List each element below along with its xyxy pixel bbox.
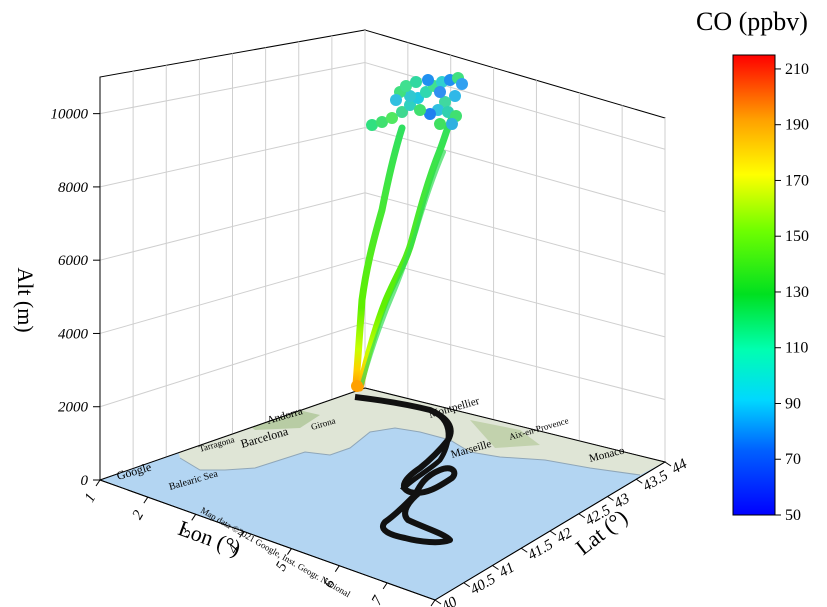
cruise-point: [390, 94, 402, 106]
coastline: [179, 427, 641, 476]
y-tick-label: 41: [497, 560, 518, 581]
descent-leg-b: [360, 150, 446, 386]
y-tick: [434, 599, 442, 605]
z-tick-label: 8000: [58, 180, 89, 196]
colorbar: CO (ppbv) 50 70 90 110 130 150 170 190 210: [696, 7, 809, 524]
y-tick: [520, 547, 528, 553]
cruise-point: [396, 106, 408, 118]
colorbar-tick-label: 90: [785, 395, 801, 412]
x-tick: [334, 565, 340, 572]
z-axis-title: Alt (m): [13, 267, 38, 332]
x-tick: [95, 479, 101, 487]
cruise-point: [400, 80, 412, 92]
y-tick: [463, 582, 471, 588]
z-axis: 0 2000 4000 6000 8000 10000: [51, 77, 101, 489]
cruise-point: [404, 90, 416, 102]
x-tick: [382, 582, 388, 590]
wall-gridline: [364, 192, 666, 275]
x-tick: [287, 548, 292, 555]
colorbar-ticks: 50 70 90 110 130 150 170 190 210: [775, 61, 809, 524]
z-tick-label: 4000: [58, 326, 89, 342]
wall-gridline: [364, 322, 666, 400]
colorbar-tick-label: 130: [785, 284, 809, 301]
y-tick-label: 44: [669, 456, 690, 478]
y-tick: [549, 530, 557, 536]
x-tick: [143, 496, 149, 504]
cruise-point: [449, 90, 461, 102]
colorbar-scale: [732, 54, 776, 516]
z-tick-label: 2000: [58, 400, 89, 416]
colorbar-tick-label: 190: [785, 117, 809, 134]
ground-track: [354, 394, 458, 546]
x-tick: [430, 599, 436, 607]
wall-gridline: [364, 127, 666, 213]
z-tick-label: 0: [81, 473, 89, 489]
colorbar-tick-label: 150: [785, 228, 809, 245]
x-tick-label: 7: [369, 592, 387, 607]
cruise-point: [410, 76, 422, 88]
colorbar-tick-label: 170: [785, 172, 809, 189]
z-tick-label: 10000: [51, 107, 89, 123]
cruise-point: [434, 118, 446, 130]
colorbar-tick-label: 110: [785, 340, 808, 357]
cruise-point: [434, 86, 446, 98]
colorbar-tick-label: 70: [785, 451, 801, 468]
back-walls: [99, 29, 666, 481]
y-tick: [492, 565, 499, 570]
cruise-point: [424, 108, 436, 120]
land-green-2: [470, 420, 540, 448]
cruise-point: [366, 119, 378, 131]
colorbar-tick-label: 210: [785, 61, 809, 78]
takeoff-marker: [351, 380, 363, 392]
cruise-point: [414, 104, 426, 116]
x-tick-label: 1: [82, 491, 100, 505]
y-tick: [607, 496, 614, 501]
cruise-point: [446, 118, 458, 130]
cruise-point: [376, 116, 388, 128]
colorbar-tick-label: 50: [785, 507, 801, 524]
cruise-point: [386, 112, 398, 124]
y-tick: [578, 513, 586, 519]
y-tick: [635, 478, 643, 484]
ascent-leg: [352, 124, 406, 389]
x-tick: [239, 531, 244, 538]
flight-track: [351, 72, 468, 392]
x-axis-line: [99, 479, 436, 601]
cruise-segment: [366, 72, 468, 131]
cruise-point: [439, 96, 451, 108]
x-tick: [191, 514, 197, 521]
y-tick-label: 43: [612, 491, 633, 512]
cruise-point: [404, 99, 416, 111]
colorbar-title: CO (ppbv): [696, 7, 808, 36]
y-tick: [664, 461, 672, 467]
z-tick-label: 6000: [58, 253, 89, 269]
cruise-point: [422, 74, 434, 86]
x-tick-label: 2: [130, 507, 148, 522]
cruise-point: [456, 78, 468, 90]
wall-gridline: [364, 257, 666, 338]
